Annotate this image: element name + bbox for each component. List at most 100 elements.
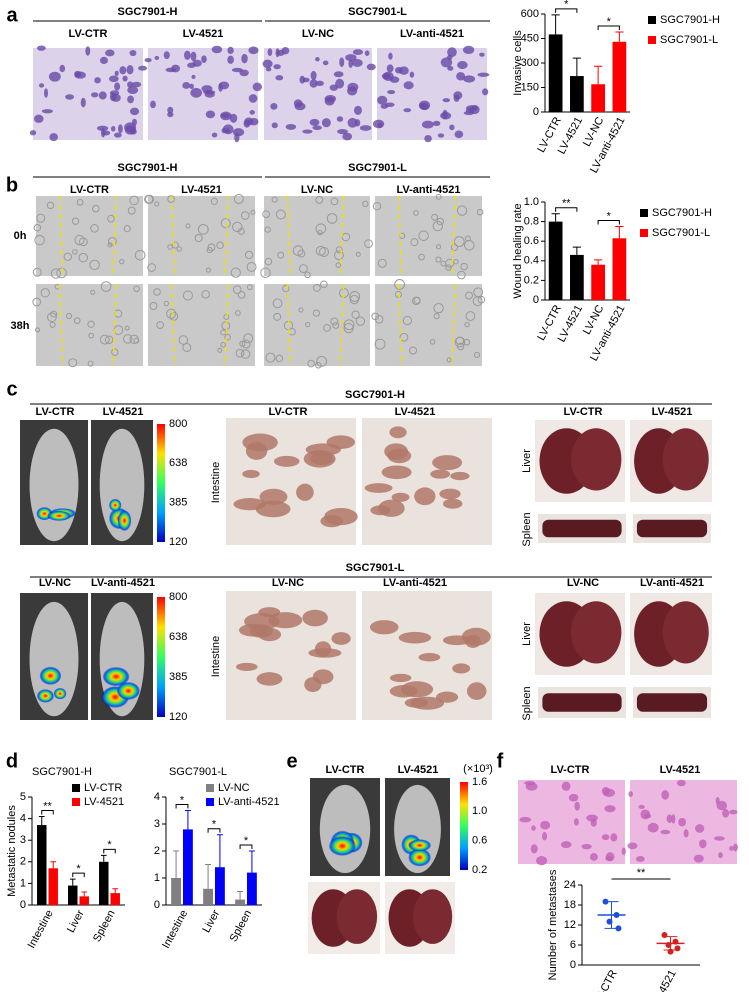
cell <box>355 316 366 326</box>
cell <box>273 312 282 321</box>
cell <box>108 75 119 83</box>
cell <box>457 61 468 70</box>
cell <box>298 307 304 313</box>
cell <box>153 288 161 296</box>
organ-label: Intestine <box>210 462 222 504</box>
wound-edge <box>339 283 345 367</box>
cell <box>377 95 388 105</box>
signal <box>116 682 140 700</box>
image-label: LV-anti-4521 <box>640 577 704 589</box>
legend-label: SGC7901-L <box>660 34 718 46</box>
cell <box>433 302 444 314</box>
image-liver <box>630 593 712 675</box>
image-wound <box>372 193 484 280</box>
cell <box>235 348 245 358</box>
cell <box>374 338 386 350</box>
cell <box>218 81 230 90</box>
image-mouse <box>91 593 153 720</box>
legend-swatch <box>206 798 214 806</box>
legend-label: SGC7901-H <box>660 14 720 26</box>
image-mouse <box>310 778 380 876</box>
cell <box>589 853 598 861</box>
cell <box>246 261 257 272</box>
cell <box>413 210 419 216</box>
cell <box>233 193 244 204</box>
cell <box>403 108 412 113</box>
cell <box>432 120 441 126</box>
cell <box>729 846 734 851</box>
colorbar-label: 1.0 <box>472 805 487 817</box>
cell <box>329 84 339 91</box>
panel-label: f <box>497 750 504 772</box>
tissue <box>398 631 432 644</box>
x-tick-label: Intestine <box>26 908 56 950</box>
cell <box>335 262 342 268</box>
cell <box>171 64 181 73</box>
significance-label: * <box>180 794 185 806</box>
legend-swatch <box>648 36 656 44</box>
cell <box>41 109 53 114</box>
cell <box>201 290 210 299</box>
cell <box>271 196 278 203</box>
cell <box>246 284 253 291</box>
cell <box>536 855 548 866</box>
error-bar <box>237 891 244 900</box>
legend-swatch <box>72 784 80 792</box>
cell <box>561 781 571 791</box>
cell <box>359 125 372 131</box>
image-cells <box>144 45 263 143</box>
cell <box>643 813 652 819</box>
cell <box>124 122 137 133</box>
cell <box>676 779 686 787</box>
sd-bar <box>663 936 678 951</box>
cell <box>111 94 121 102</box>
colorbar-label: 120 <box>169 711 187 723</box>
cell <box>307 359 315 368</box>
tissue <box>242 469 260 479</box>
organ <box>336 889 378 944</box>
x-tick-label: Spleen <box>228 908 255 944</box>
cell <box>699 839 707 849</box>
bar <box>612 41 627 113</box>
image-label: LV-anti-4521 <box>400 28 464 40</box>
cell <box>133 285 140 293</box>
colorbar-label: 120 <box>169 536 187 548</box>
colorbar-label: 638 <box>169 631 187 643</box>
cell <box>244 250 254 260</box>
cell <box>302 77 310 83</box>
cell <box>418 230 429 241</box>
cell <box>317 230 323 236</box>
organ <box>413 889 453 944</box>
cell <box>647 822 659 833</box>
organ <box>636 519 708 538</box>
wound-edge <box>397 283 403 367</box>
bar <box>548 221 563 300</box>
error-bar <box>248 850 255 873</box>
bar <box>99 861 109 905</box>
cell <box>126 64 134 75</box>
cell <box>324 96 335 106</box>
tissue <box>430 469 451 479</box>
row-label: 0h <box>14 230 27 242</box>
image-wound <box>371 279 486 367</box>
tissue <box>268 612 303 629</box>
tissue <box>250 624 273 638</box>
cell <box>87 320 95 328</box>
cell <box>429 339 436 345</box>
image-label: LV-NC <box>301 184 333 196</box>
cell <box>163 300 169 307</box>
cell <box>343 319 355 331</box>
image-frame <box>264 196 370 276</box>
cell <box>264 257 273 266</box>
image-label: LV-CTR <box>564 406 603 418</box>
tissue <box>391 492 410 502</box>
cell <box>96 125 109 131</box>
cell <box>100 281 112 292</box>
bar <box>183 829 193 905</box>
legend-swatch <box>640 209 648 217</box>
cell <box>117 124 123 134</box>
image-spleen <box>538 687 626 718</box>
cell <box>220 218 231 229</box>
cell <box>302 129 313 134</box>
cell <box>604 805 616 813</box>
